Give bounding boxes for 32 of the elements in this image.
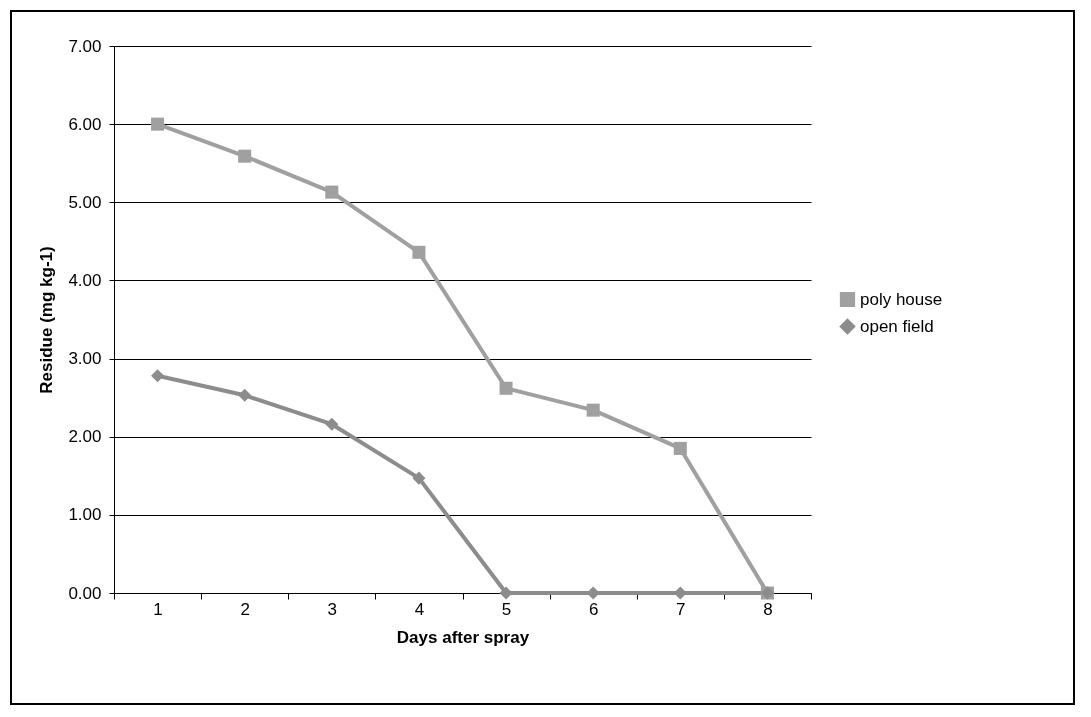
y-tick-label: 2.00 — [68, 427, 102, 447]
point — [499, 381, 513, 395]
x-tick-label: 3 — [327, 599, 338, 619]
x-axis-title: Days after spray — [396, 627, 530, 647]
x-tick-label: 6 — [588, 599, 599, 619]
x-tick-label: 1 — [153, 599, 163, 619]
point — [673, 441, 687, 455]
point — [412, 245, 426, 259]
point — [325, 417, 339, 431]
point — [238, 149, 252, 163]
x-tick-label: 4 — [414, 599, 425, 619]
y-tick-label: 3.00 — [68, 349, 102, 369]
y-tick-label: 4.00 — [68, 270, 102, 290]
y-tick-label: 7.00 — [68, 36, 102, 56]
legend-label: poly house — [860, 289, 943, 309]
y-tick-label: 1.00 — [68, 505, 102, 525]
x-tick-label: 2 — [240, 599, 250, 619]
x-tick-label: 8 — [763, 599, 773, 619]
point — [586, 403, 600, 417]
point — [499, 586, 513, 600]
y-axis-title: Residue (mg kg-1) — [37, 246, 57, 394]
point — [151, 369, 165, 383]
y-tick-label: 0.00 — [68, 583, 102, 603]
y-tick-label: 6.00 — [68, 114, 102, 134]
x-tick-label: 7 — [676, 599, 686, 619]
point — [238, 388, 252, 402]
x-tick-label: 5 — [501, 599, 512, 619]
y-tick-label: 5.00 — [68, 192, 102, 212]
point — [412, 471, 426, 485]
legend-label: open field — [860, 316, 934, 336]
point — [151, 117, 165, 131]
point — [325, 185, 339, 199]
